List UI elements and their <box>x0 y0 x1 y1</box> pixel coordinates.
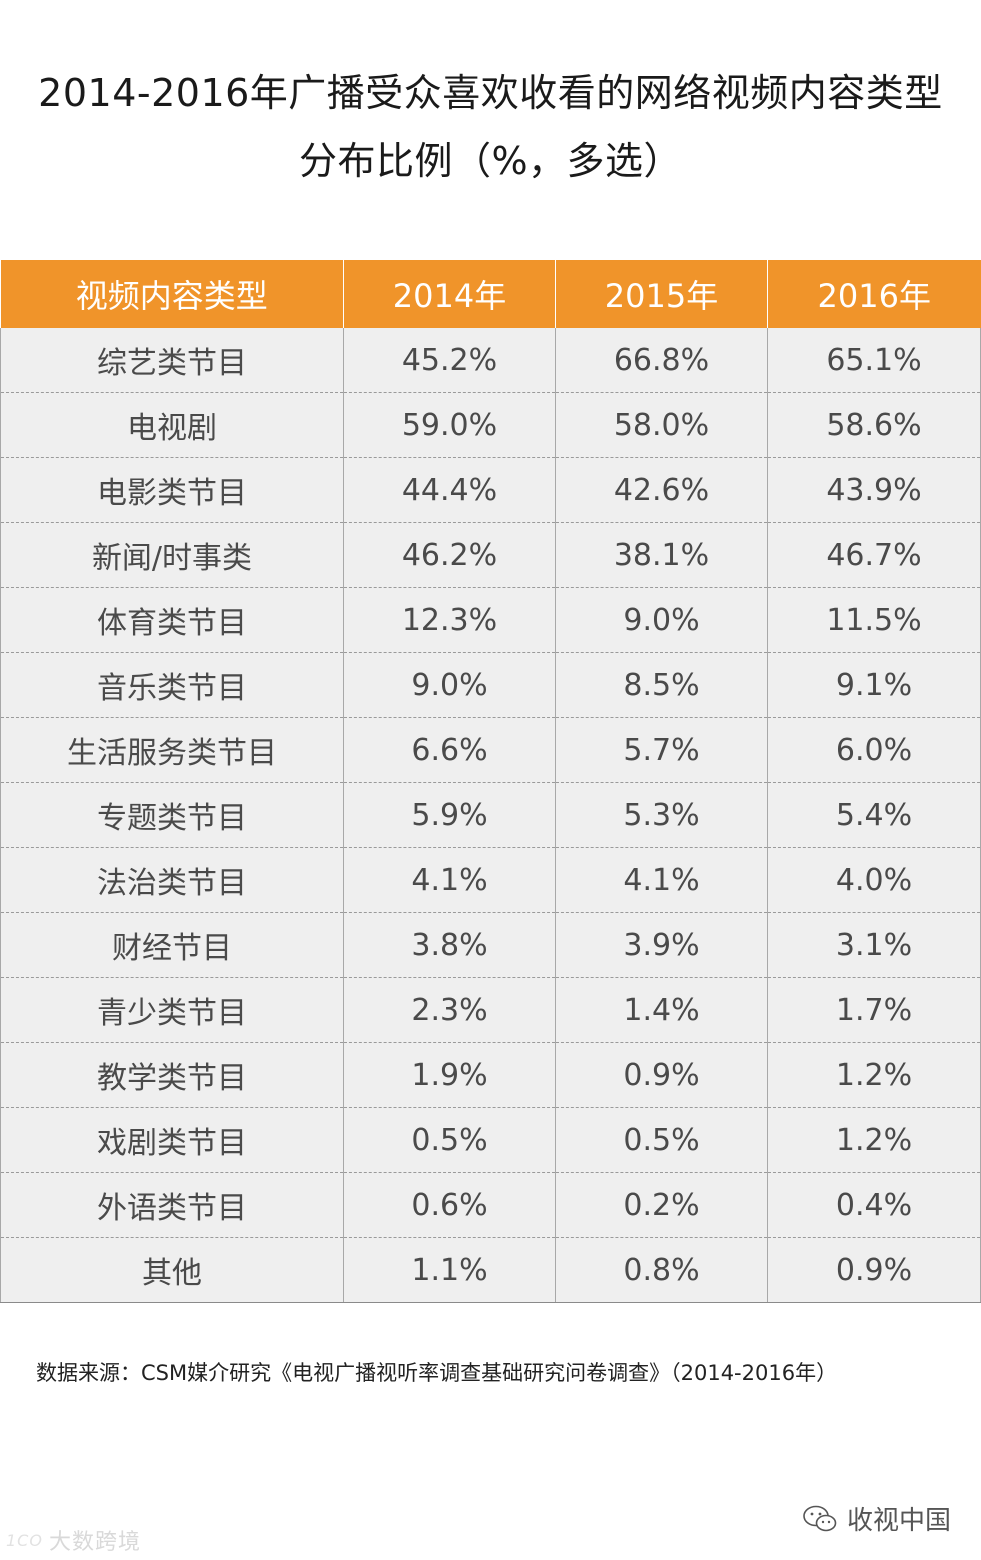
value-cell: 8.5% <box>555 652 768 718</box>
table-row: 音乐类节目 9.0% 8.5% 9.1% <box>0 652 981 718</box>
table-row: 戏剧类节目 0.5% 0.5% 1.2% <box>0 1107 981 1173</box>
row-category-cell: 电视剧 <box>0 392 344 458</box>
value-cell: 5.7% <box>555 717 768 783</box>
value-cell: 42.6% <box>555 457 768 523</box>
table-header: 视频内容类型 2014年 2015年 2016年 <box>0 260 981 328</box>
watermark-left-text: 大数跨境 <box>48 1530 141 1555</box>
value-cell: 38.1% <box>555 522 768 588</box>
row-category-cell: 音乐类节目 <box>0 652 344 718</box>
data-table: 视频内容类型 2014年 2015年 2016年 综艺类节目 45.2% 66.8%… <box>0 260 981 1303</box>
row-category-cell: 其他 <box>0 1237 344 1303</box>
value-cell: 1.4% <box>555 977 768 1043</box>
chart-title-line2: 分布比例（%，多选） <box>298 139 683 183</box>
row-category-cell: 专题类节目 <box>0 782 344 848</box>
column-header: 2014年 <box>343 260 556 328</box>
table-row: 专题类节目 5.9% 5.3% 5.4% <box>0 782 981 848</box>
value-cell: 12.3% <box>343 587 556 653</box>
table-row: 财经节目 3.8% 3.9% 3.1% <box>0 912 981 978</box>
value-cell: 0.2% <box>555 1172 768 1238</box>
value-cell: 65.1% <box>767 328 981 393</box>
row-category-cell: 戏剧类节目 <box>0 1107 344 1173</box>
value-cell: 0.9% <box>767 1237 981 1303</box>
table-row: 综艺类节目 45.2% 66.8% 65.1% <box>0 328 981 393</box>
value-cell: 0.8% <box>555 1237 768 1303</box>
row-category-cell: 生活服务类节目 <box>0 717 344 783</box>
value-cell: 6.0% <box>767 717 981 783</box>
row-category-cell: 教学类节目 <box>0 1042 344 1108</box>
value-cell: 3.1% <box>767 912 981 978</box>
value-cell: 9.0% <box>555 587 768 653</box>
value-cell: 5.9% <box>343 782 556 848</box>
value-cell: 4.1% <box>343 847 556 913</box>
column-header: 2015年 <box>555 260 768 328</box>
table-row: 电影类节目 44.4% 42.6% 43.9% <box>0 457 981 523</box>
row-category-cell: 外语类节目 <box>0 1172 344 1238</box>
value-cell: 44.4% <box>343 457 556 523</box>
value-cell: 4.0% <box>767 847 981 913</box>
chart-title-line1: 2014-2016年广播受众喜欢收看的网络视频内容类型 <box>38 71 943 115</box>
watermark-logo: 1CO <box>6 1530 43 1550</box>
value-cell: 1.2% <box>767 1107 981 1173</box>
watermark-right-text: 收视中国 <box>846 1506 951 1536</box>
value-cell: 58.0% <box>555 392 768 458</box>
value-cell: 2.3% <box>343 977 556 1043</box>
value-cell: 0.4% <box>767 1172 981 1238</box>
value-cell: 1.7% <box>767 977 981 1043</box>
value-cell: 0.5% <box>343 1107 556 1173</box>
table-body: 综艺类节目 45.2% 66.8% 65.1% 电视剧 59.0% 58.0% 58.6% 电影… <box>0 328 981 1303</box>
value-cell: 11.5% <box>767 587 981 653</box>
value-cell: 1.2% <box>767 1042 981 1108</box>
value-cell: 9.0% <box>343 652 556 718</box>
value-cell: 0.5% <box>555 1107 768 1173</box>
column-header: 视频内容类型 <box>0 260 344 328</box>
row-category-cell: 电影类节目 <box>0 457 344 523</box>
value-cell: 0.9% <box>555 1042 768 1108</box>
value-cell: 1.9% <box>343 1042 556 1108</box>
value-cell: 9.1% <box>767 652 981 718</box>
table-row: 新闻/时事类 46.2% 38.1% 46.7% <box>0 522 981 588</box>
wechat-icon <box>803 1505 837 1531</box>
value-cell: 5.3% <box>555 782 768 848</box>
row-category-cell: 综艺类节目 <box>0 328 344 393</box>
value-cell: 5.4% <box>767 782 981 848</box>
table-row: 其他 1.1% 0.8% 0.9% <box>0 1237 981 1303</box>
value-cell: 4.1% <box>555 847 768 913</box>
value-cell: 59.0% <box>343 392 556 458</box>
row-category-cell: 体育类节目 <box>0 587 344 653</box>
table-row: 法治类节目 4.1% 4.1% 4.0% <box>0 847 981 913</box>
table-row: 教学类节目 1.9% 0.9% 1.2% <box>0 1042 981 1108</box>
value-cell: 43.9% <box>767 457 981 523</box>
table-row: 生活服务类节目 6.6% 5.7% 6.0% <box>0 717 981 783</box>
watermark-right: 收视中国 <box>803 1500 951 1537</box>
table-row: 电视剧 59.0% 58.0% 58.6% <box>0 392 981 458</box>
table-header-row: 视频内容类型 2014年 2015年 2016年 <box>0 260 981 328</box>
value-cell: 1.1% <box>343 1237 556 1303</box>
table-row: 体育类节目 12.3% 9.0% 11.5% <box>0 587 981 653</box>
value-cell: 46.7% <box>767 522 981 588</box>
column-header: 2016年 <box>767 260 981 328</box>
value-cell: 66.8% <box>555 328 768 393</box>
value-cell: 46.2% <box>343 522 556 588</box>
data-source-note: 数据来源：CSM媒介研究《电视广播视听率调查基础研究问卷调查》（2014-201… <box>36 1361 838 1385</box>
value-cell: 45.2% <box>343 328 556 393</box>
table-row: 青少类节目 2.3% 1.4% 1.7% <box>0 977 981 1043</box>
table-row: 外语类节目 0.6% 0.2% 0.4% <box>0 1172 981 1238</box>
value-cell: 3.8% <box>343 912 556 978</box>
row-category-cell: 新闻/时事类 <box>0 522 344 588</box>
value-cell: 3.9% <box>555 912 768 978</box>
row-category-cell: 青少类节目 <box>0 977 344 1043</box>
value-cell: 6.6% <box>343 717 556 783</box>
row-category-cell: 法治类节目 <box>0 847 344 913</box>
row-category-cell: 财经节目 <box>0 912 344 978</box>
value-cell: 58.6% <box>767 392 981 458</box>
watermark-left: 1CO 大数跨境 <box>6 1524 141 1556</box>
value-cell: 0.6% <box>343 1172 556 1238</box>
